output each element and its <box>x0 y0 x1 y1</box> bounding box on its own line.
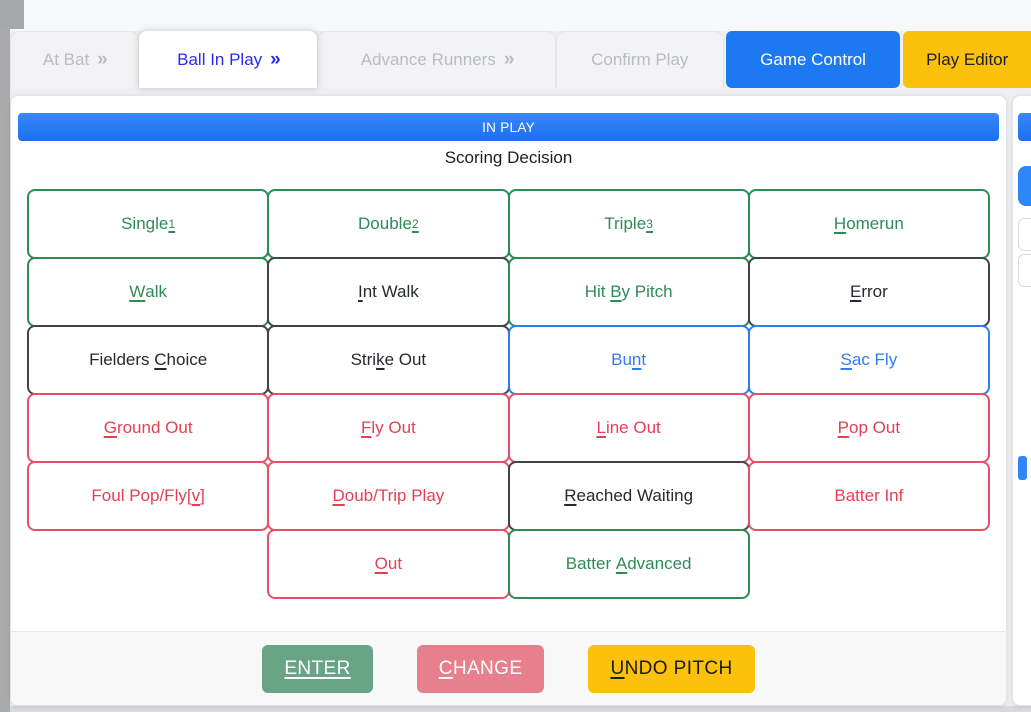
right-panel-blue-button[interactable] <box>1018 166 1031 206</box>
right-panel-box[interactable] <box>1018 218 1031 251</box>
right-panel-blue-chip <box>1018 456 1027 480</box>
tab-ball-in-play[interactable]: Ball In Play » <box>138 31 318 88</box>
chevron-right-icon: » <box>270 49 280 70</box>
tab-confirm-play[interactable]: Confirm Play <box>555 31 724 88</box>
change-button[interactable]: CHANGE <box>416 644 545 693</box>
play-button-double[interactable]: Double 2 <box>267 189 510 259</box>
window-corner-block <box>0 0 24 29</box>
tab-at-bat-label: At Bat <box>42 50 90 69</box>
right-panel-header <box>1018 113 1031 141</box>
game-control-button[interactable]: Game Control <box>725 31 901 88</box>
panel-header: IN PLAY <box>18 113 999 141</box>
left-edge-strip <box>0 28 10 712</box>
chevron-right-icon: » <box>97 49 107 70</box>
tab-ball-in-play-label: Ball In Play <box>177 50 263 69</box>
tab-advance-runners[interactable]: Advance Runners » <box>317 31 556 88</box>
play-button-bunt[interactable]: Bu n t <box>507 325 750 395</box>
grid-empty-cell <box>28 530 268 598</box>
play-button-batter-inf[interactable]: Batter Inf <box>747 461 990 531</box>
panel-footer: ENTER CHANGE UNDO PITCH <box>11 631 1006 705</box>
tab-at-bat[interactable]: At Bat » <box>10 31 139 88</box>
enter-button[interactable]: ENTER <box>262 644 373 693</box>
play-button-single[interactable]: Single 1 <box>27 189 270 259</box>
bottom-edge-strip <box>10 706 1031 712</box>
tab-advance-runners-label: Advance Runners <box>360 50 496 69</box>
chevron-right-icon: » <box>503 49 514 70</box>
play-button-foul-pop-fly[interactable]: Foul Pop/Fly[v] <box>27 461 270 531</box>
play-button-triple[interactable]: Triple 3 <box>507 189 750 259</box>
top-band <box>0 0 1031 31</box>
undo-pitch-button[interactable]: UNDO PITCH <box>588 644 755 693</box>
right-panel-cropped <box>1012 95 1031 706</box>
in-play-panel: IN PLAY Scoring Decision Single 1 Double 2… <box>10 95 1007 706</box>
right-panel-box[interactable] <box>1018 254 1031 287</box>
grid-empty-cell <box>749 530 989 598</box>
play-button-strike-out[interactable]: Stri k e Out <box>267 325 510 395</box>
panel-subtitle: Scoring Decision <box>444 148 573 167</box>
step-tabbar: At Bat » Ball In Play » Advance Runners » C… <box>10 31 1031 88</box>
tab-confirm-play-label: Confirm Play <box>591 50 689 69</box>
play-editor-button[interactable]: Play Editor <box>903 31 1031 88</box>
